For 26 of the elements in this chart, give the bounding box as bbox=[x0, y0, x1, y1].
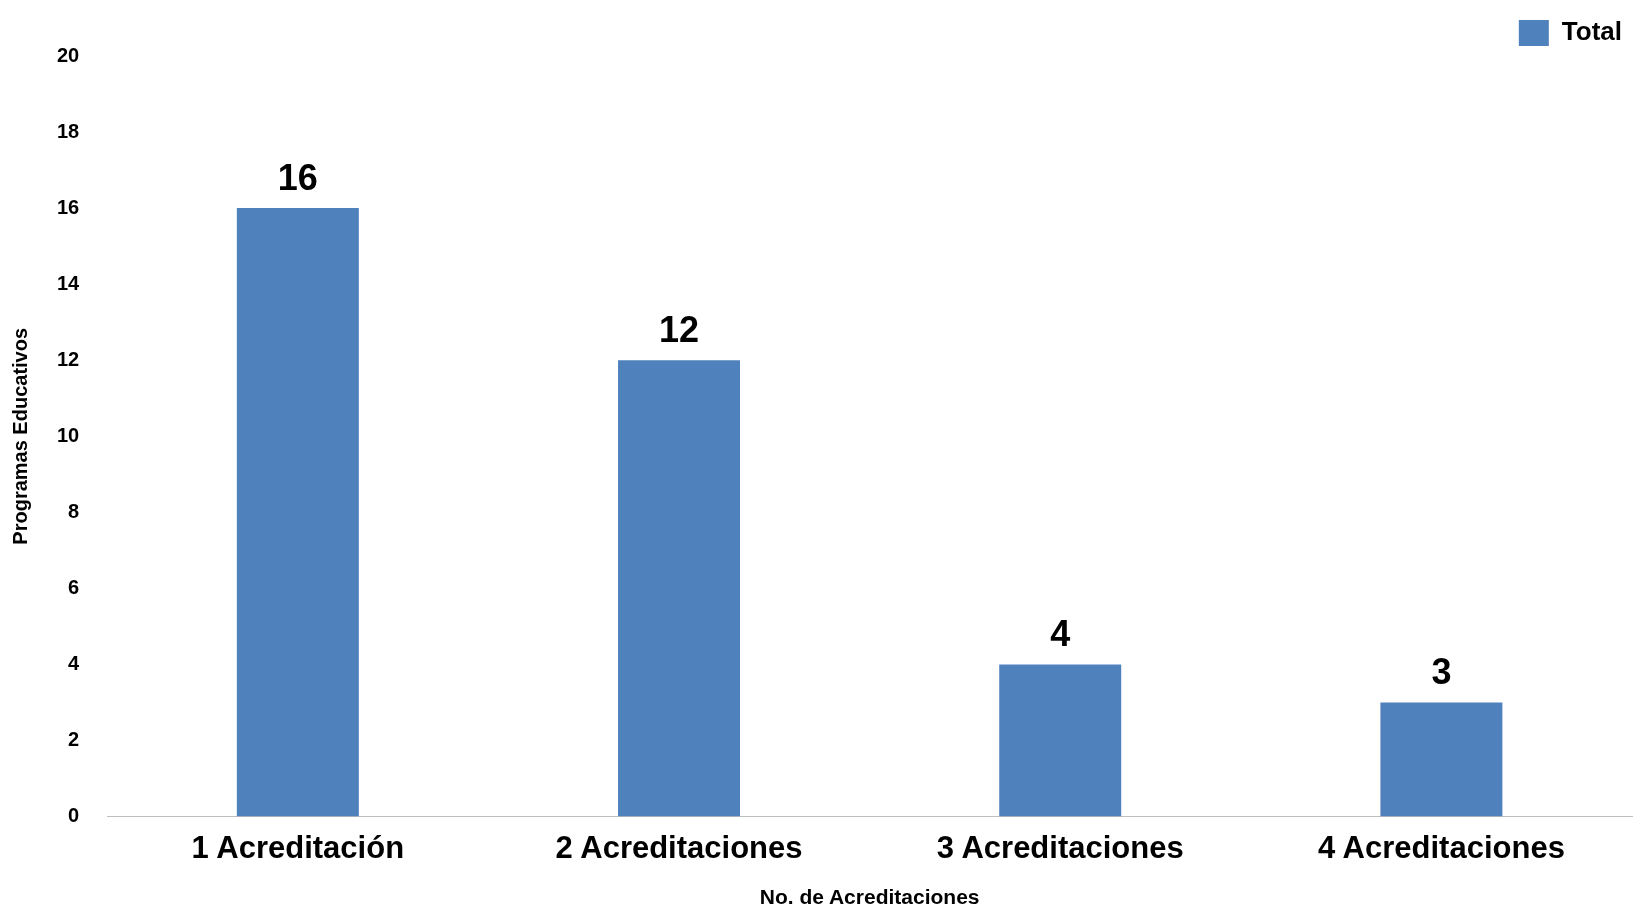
y-tick-label: 18 bbox=[57, 119, 80, 142]
y-axis-title: Programas Educativos bbox=[8, 327, 31, 545]
data-label: 12 bbox=[659, 309, 700, 351]
y-tick-label: 10 bbox=[57, 423, 80, 446]
y-tick-label: 8 bbox=[68, 499, 80, 522]
bar bbox=[1380, 702, 1503, 817]
y-tick-label: 4 bbox=[68, 652, 81, 674]
y-tick-label: 2 bbox=[68, 728, 80, 751]
data-label: 3 bbox=[1431, 651, 1452, 693]
legend-label: Total bbox=[1561, 16, 1623, 47]
x-tick-label: 1 Acreditación bbox=[191, 829, 405, 865]
bar bbox=[618, 360, 741, 817]
y-tick-label: 12 bbox=[57, 347, 80, 370]
y-tick-label: 0 bbox=[68, 804, 80, 827]
bar bbox=[999, 664, 1122, 817]
x-axis-title: No. de Acreditaciones bbox=[759, 885, 980, 909]
y-tick-label: 14 bbox=[57, 271, 81, 294]
data-label: 4 bbox=[1050, 613, 1071, 655]
y-tick-label: 20 bbox=[57, 43, 80, 66]
x-tick-label: 2 Acreditaciones bbox=[555, 829, 803, 865]
y-tick-label: 16 bbox=[57, 195, 80, 218]
data-label: 16 bbox=[277, 157, 318, 199]
bar bbox=[236, 208, 359, 817]
x-tick-label: 3 Acreditaciones bbox=[936, 829, 1184, 865]
y-tick-label: 6 bbox=[68, 575, 80, 598]
x-tick-label: 4 Acreditaciones bbox=[1317, 829, 1565, 865]
